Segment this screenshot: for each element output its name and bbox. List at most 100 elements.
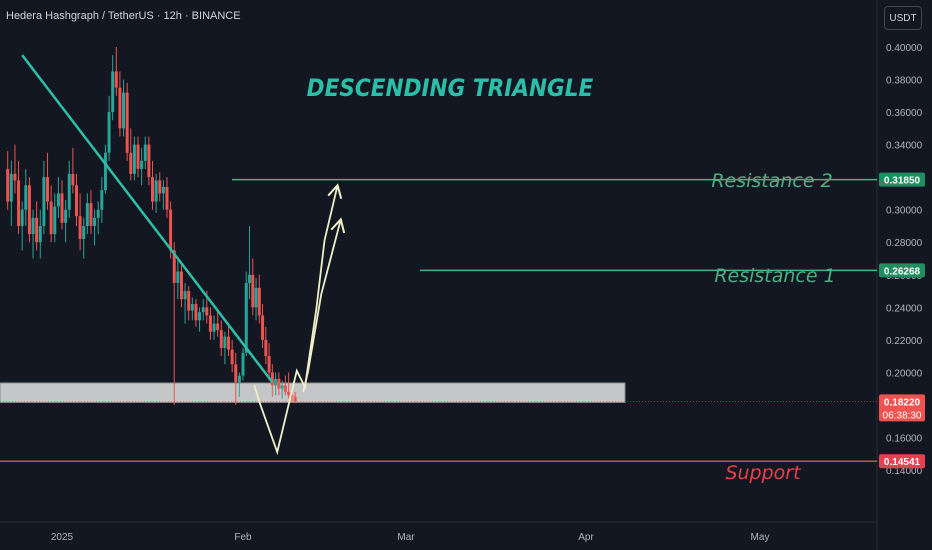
candle-body — [24, 185, 28, 210]
candle-body — [35, 217, 39, 243]
candle-body — [241, 352, 245, 376]
resistance-1-price-tag: 0.26268 — [884, 266, 921, 277]
candle-body — [64, 209, 68, 223]
candle-body — [183, 291, 187, 300]
candle-body — [67, 173, 71, 210]
candle-body — [290, 395, 294, 397]
candle-body — [118, 87, 122, 129]
support-zone — [0, 382, 626, 403]
y-tick-label: 0.20000 — [886, 368, 923, 379]
candle-body — [56, 193, 60, 207]
candle-body — [261, 315, 265, 340]
candle-body — [71, 173, 75, 186]
candle-body — [151, 177, 154, 202]
candle-body — [13, 173, 17, 181]
y-tick-label: 0.24000 — [886, 303, 923, 314]
candle-body — [216, 323, 220, 331]
x-tick-label: May — [751, 532, 770, 543]
candle-body — [74, 185, 78, 217]
candle-body — [172, 250, 176, 283]
candle-body — [201, 307, 205, 313]
candle-body — [136, 144, 140, 170]
arrow-head-2 — [330, 217, 346, 234]
candle-body — [187, 291, 191, 311]
resistance-2-price-tag: 0.31850 — [884, 176, 921, 187]
candle-body — [251, 274, 255, 308]
candle-body — [219, 330, 223, 348]
candle-body — [227, 336, 231, 350]
candle-body — [280, 385, 284, 389]
candle-body — [147, 144, 151, 178]
candle-body — [114, 71, 118, 88]
y-tick-label: 0.36000 — [886, 108, 923, 119]
y-tick-label: 0.14000 — [886, 466, 923, 477]
candle-body — [198, 312, 202, 321]
y-tick-label: 0.34000 — [886, 141, 923, 152]
candle-body — [194, 304, 198, 321]
candle-body — [96, 209, 100, 218]
support-label: Support — [725, 462, 802, 484]
candle-body — [234, 364, 238, 383]
candle-body — [49, 201, 53, 235]
currency-button[interactable]: USDT — [884, 6, 922, 30]
candle-body — [46, 177, 50, 202]
candle-body — [103, 152, 107, 191]
candle-body — [223, 336, 227, 348]
candle-body — [176, 271, 180, 283]
resistance-1-label: Resistance 1 — [714, 265, 835, 287]
candle-body — [237, 375, 241, 383]
candle-body — [287, 391, 291, 396]
candle-body — [20, 209, 24, 226]
pattern-title: DESCENDING TRIANGLE — [307, 75, 594, 102]
candle-body — [143, 144, 147, 161]
candle-body — [82, 225, 86, 239]
x-tick-label: 2025 — [51, 532, 74, 543]
resistance-2-label: Resistance 2 — [711, 170, 832, 192]
candle-body — [93, 217, 97, 226]
candle-body — [107, 112, 111, 153]
candle-body — [140, 160, 144, 170]
candle-body — [158, 180, 162, 194]
candle-body — [267, 356, 271, 373]
candle-body — [283, 385, 287, 392]
candle-body — [85, 203, 89, 226]
candle-body — [161, 186, 165, 194]
candle-body — [190, 304, 194, 311]
candle-body — [169, 209, 173, 251]
candle-body — [254, 287, 258, 308]
candle-body — [17, 180, 21, 226]
y-tick-label: 0.28000 — [886, 238, 923, 249]
bar-countdown: 06:38:30 — [883, 410, 922, 421]
candle-body — [53, 206, 57, 235]
candle-body — [125, 92, 129, 153]
projection-path-2 — [307, 219, 342, 371]
candle-body — [89, 203, 93, 226]
candle-body — [154, 180, 158, 202]
support-price-tag: 0.14541 — [884, 457, 921, 468]
candle-body — [208, 315, 212, 332]
descending-trendline — [21, 54, 274, 383]
candle-body — [248, 274, 252, 283]
candle-body — [277, 378, 281, 389]
candle-body — [60, 193, 64, 223]
candle-body — [6, 169, 10, 202]
y-tick-label: 0.38000 — [886, 76, 923, 87]
candle-body — [264, 339, 268, 357]
candle-body — [244, 282, 248, 353]
y-tick-label: 0.40000 — [886, 43, 923, 54]
candle-body — [122, 92, 126, 129]
candle-body — [9, 173, 13, 202]
candle-body — [42, 177, 46, 226]
resistance-1-price-tag-bg — [879, 263, 925, 278]
candle-body — [38, 225, 42, 243]
candle-body — [129, 152, 133, 174]
current-price-tag: 0.18220 — [884, 397, 921, 408]
projection-path-2-start — [302, 370, 310, 393]
candle-body — [179, 271, 183, 300]
candle-body — [293, 396, 297, 402]
current-price-tag-bg — [879, 394, 925, 422]
candle-body — [165, 186, 169, 210]
candle-body — [274, 378, 278, 386]
